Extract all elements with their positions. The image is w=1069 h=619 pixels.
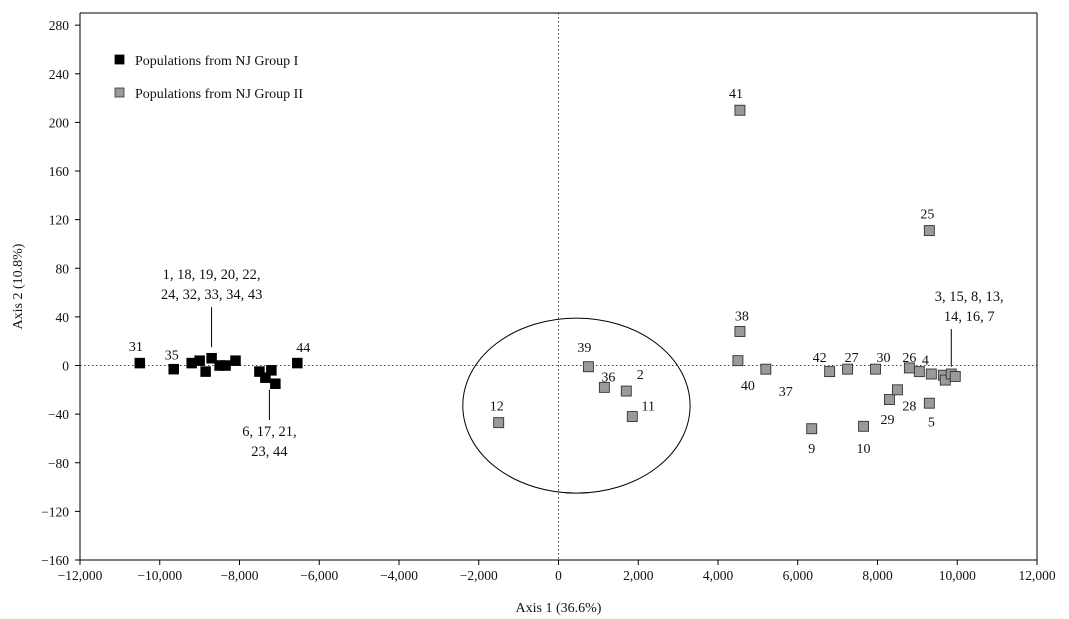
- y-tick-label: 80: [56, 261, 70, 276]
- point-group-ii: [734, 326, 746, 337]
- point-label: 11: [641, 399, 654, 414]
- x-tick-label: −2,000: [460, 568, 498, 583]
- x-tick-label: 4,000: [703, 568, 734, 583]
- y-tick-label: 40: [56, 310, 70, 325]
- point-label: 35: [165, 348, 179, 363]
- point-label: 40: [741, 379, 755, 394]
- point-group-i: [168, 363, 179, 375]
- legend-label: Populations from NJ Group I: [135, 54, 299, 69]
- point-group-i: [230, 355, 241, 366]
- y-tick-label: 160: [49, 164, 70, 179]
- y-tick-label: 0: [62, 359, 69, 374]
- x-tick-label: 6,000: [783, 568, 814, 583]
- legend-marker-group-i: [114, 54, 125, 65]
- point-group-ii: [842, 363, 854, 375]
- point-label: 28: [902, 399, 916, 414]
- cluster-label-line: 23, 44: [251, 444, 288, 460]
- x-tick-label: −4,000: [380, 568, 418, 583]
- cluster-label-line: 24, 32, 33, 34, 43: [161, 287, 263, 303]
- point-group-ii: [858, 420, 869, 432]
- point-label: 25: [920, 207, 934, 222]
- cluster-ellipse: [462, 317, 691, 494]
- point-group-ii: [493, 417, 505, 429]
- point-group-ii: [913, 366, 925, 378]
- point-label: 37: [779, 385, 793, 400]
- x-tick-label: 8,000: [862, 568, 893, 583]
- cluster-label-line: 1, 18, 19, 20, 22,: [163, 267, 261, 283]
- point-group-ii: [806, 423, 818, 435]
- point-group-i: [292, 357, 303, 369]
- y-tick-label: −40: [48, 407, 69, 422]
- x-tick-label: −6,000: [300, 568, 338, 583]
- point-label: 42: [813, 351, 827, 366]
- x-tick-label: 2,000: [623, 568, 654, 583]
- x-tick-label: 12,000: [1018, 568, 1055, 583]
- y-tick-label: 200: [49, 115, 70, 130]
- point-group-i: [254, 366, 265, 377]
- point-group-ii: [598, 381, 610, 393]
- x-tick-label: 10,000: [939, 568, 976, 583]
- point-group-i: [220, 360, 231, 371]
- point-group-ii: [582, 361, 594, 373]
- point-label: 9: [808, 442, 815, 457]
- point-label: 12: [490, 399, 504, 414]
- point-group-i: [206, 352, 217, 364]
- legend-label: Populations from NJ Group II: [135, 87, 303, 102]
- y-tick-label: −120: [41, 504, 69, 519]
- point-group-i: [194, 355, 205, 366]
- legend-marker-group-ii: [114, 87, 125, 98]
- y-tick-label: 120: [49, 213, 70, 228]
- y-tick-label: 240: [49, 67, 70, 82]
- point-group-ii: [891, 384, 903, 396]
- point-group-i: [270, 378, 281, 389]
- point-group-ii: [925, 368, 937, 380]
- point-group-ii: [949, 371, 961, 382]
- point-label: 27: [845, 351, 859, 366]
- point-group-i: [260, 372, 271, 383]
- point-group-ii: [923, 397, 935, 409]
- point-label: 29: [880, 413, 894, 428]
- point-group-ii: [923, 225, 935, 237]
- point-label: 2: [637, 368, 644, 383]
- point-group-ii: [824, 366, 836, 378]
- y-tick-label: 280: [49, 18, 70, 33]
- point-group-ii: [626, 411, 638, 423]
- y-tick-label: −80: [48, 456, 69, 471]
- point-group-ii: [732, 355, 744, 367]
- point-label: 26: [902, 351, 916, 366]
- x-axis-label: Axis 1 (36.6%): [516, 601, 602, 616]
- point-label: 38: [735, 310, 749, 325]
- point-label: 5: [928, 415, 935, 430]
- point-label: 36: [601, 370, 615, 385]
- point-group-ii: [884, 394, 895, 405]
- cluster-label-line: 3, 15, 8, 13,: [935, 289, 1004, 305]
- x-tick-label: −10,000: [137, 568, 182, 583]
- point-group-i: [134, 357, 146, 369]
- point-group-ii: [760, 363, 772, 375]
- y-tick-label: −160: [41, 553, 69, 568]
- y-axis-label: Axis 2 (10.8%): [11, 243, 26, 329]
- point-group-i: [266, 365, 277, 376]
- point-label: 31: [129, 340, 143, 355]
- point-label: 39: [577, 341, 591, 356]
- x-tick-label: −12,000: [58, 568, 103, 583]
- point-label: 30: [876, 351, 890, 366]
- point-label: 10: [857, 442, 871, 457]
- point-group-i: [200, 366, 211, 377]
- point-group-ii: [734, 104, 746, 116]
- point-group-ii: [870, 363, 881, 375]
- cluster-label-line: 6, 17, 21,: [242, 424, 296, 440]
- point-label: 41: [729, 87, 743, 102]
- point-label: 44: [296, 341, 310, 356]
- cluster-label-line: 14, 16, 7: [944, 309, 995, 325]
- x-tick-label: −8,000: [221, 568, 259, 583]
- point-label: 4: [922, 353, 929, 368]
- x-tick-label: 0: [555, 568, 562, 583]
- point-group-ii: [620, 385, 632, 397]
